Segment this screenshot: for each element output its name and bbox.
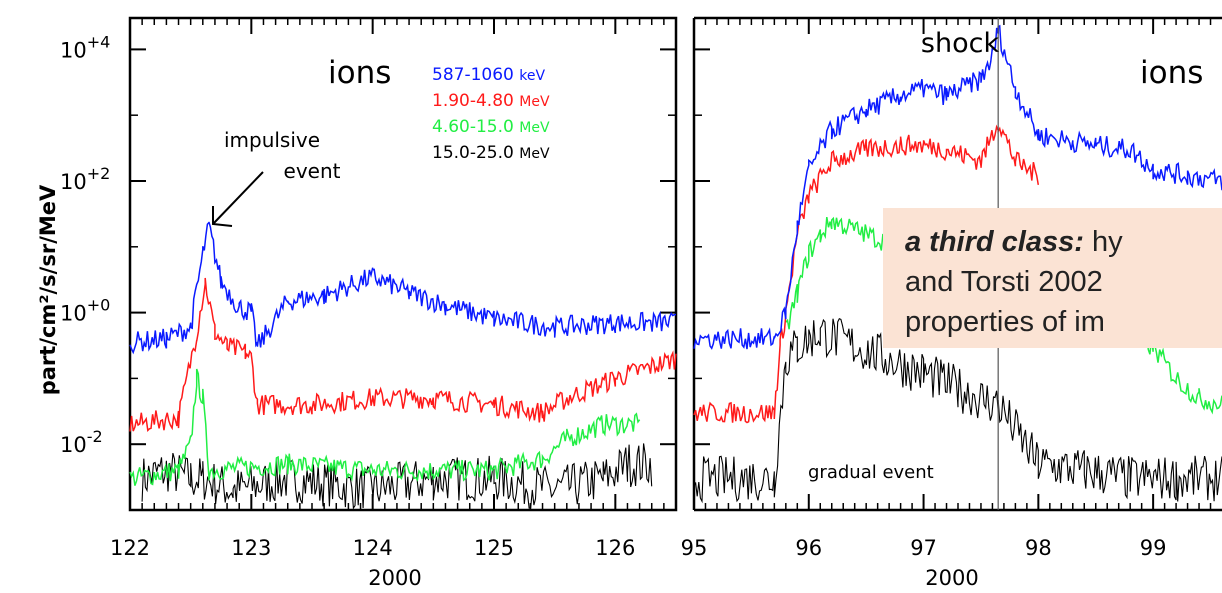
x-tick-labels-left: 122 123 124 125 126	[110, 536, 635, 560]
y-tick-labels-left: 10+4 10+2 10+0 10-2	[60, 32, 110, 457]
callout-box: a third class: hy and Torsti 2002 proper…	[883, 208, 1222, 348]
x-tick-labels-right: 95 96 97 98 99	[681, 536, 1167, 560]
plot-frame-left	[128, 16, 678, 512]
y-tick-label: 10+4	[60, 32, 110, 62]
panel-label-ions-left: ions	[328, 55, 391, 91]
x-tick-label: 98	[1025, 536, 1052, 560]
series-group-left	[129, 221, 677, 510]
callout-line-3: properties of im	[905, 306, 1105, 338]
x-tick-label: 96	[795, 536, 822, 560]
series-line-3	[693, 317, 1222, 504]
callout-line-1: a third class: hy	[905, 222, 1222, 262]
series-line-1	[693, 124, 1040, 424]
legend: 587-1060 keV 1.90-4.80 MeV 4.60-15.0 MeV 15…	[432, 65, 550, 163]
callout-line-1-rest: hy	[1083, 226, 1123, 258]
x-tick-label: 126	[595, 536, 635, 560]
annotation-arrow	[212, 171, 264, 227]
x-axis-label-right: 2000	[925, 566, 978, 590]
x-tick-label: 123	[231, 536, 271, 560]
axis-ticks-left	[129, 18, 676, 510]
series-line-0	[129, 221, 676, 355]
x-tick-label: 95	[681, 536, 708, 560]
x-tick-label: 124	[353, 536, 393, 560]
series-line-0	[693, 24, 1222, 350]
y-tick-label: 10-2	[60, 427, 103, 457]
panel-label-ions-right: ions	[1140, 55, 1203, 91]
annotation-gradual-event: gradual event	[808, 462, 934, 483]
x-tick-label: 122	[110, 536, 150, 560]
series-line-3	[141, 443, 653, 510]
chart-panel-left: 10+4 10+2 10+0 10-2 122 123 124 125 126 2000 io…	[60, 16, 678, 590]
y-axis-label: part/cm²/s/sr/MeV	[36, 184, 60, 395]
y-tick-label: 10+2	[60, 164, 110, 194]
annotation-impulsive: impulsive	[224, 128, 320, 152]
x-tick-label: 125	[474, 536, 514, 560]
x-axis-label-left: 2000	[368, 566, 421, 590]
callout-line-2: and Torsti 2002	[905, 266, 1103, 298]
y-tick-label: 10+0	[60, 296, 110, 326]
series-line-1	[129, 277, 677, 432]
legend-entry: 4.60-15.0 MeV	[432, 117, 550, 137]
series-line-2	[129, 368, 641, 486]
legend-entry: 15.0-25.0 MeV	[432, 143, 550, 163]
legend-entry: 587-1060 keV	[432, 65, 545, 85]
callout-emphasis: a third class:	[905, 226, 1084, 258]
annotation-event: event	[284, 159, 341, 183]
legend-entry: 1.90-4.80 MeV	[432, 91, 550, 111]
annotation-shock: shock	[921, 28, 1000, 59]
axis-ticks-right	[693, 18, 1212, 510]
x-tick-label: 97	[910, 536, 937, 560]
x-tick-label: 99	[1140, 536, 1167, 560]
